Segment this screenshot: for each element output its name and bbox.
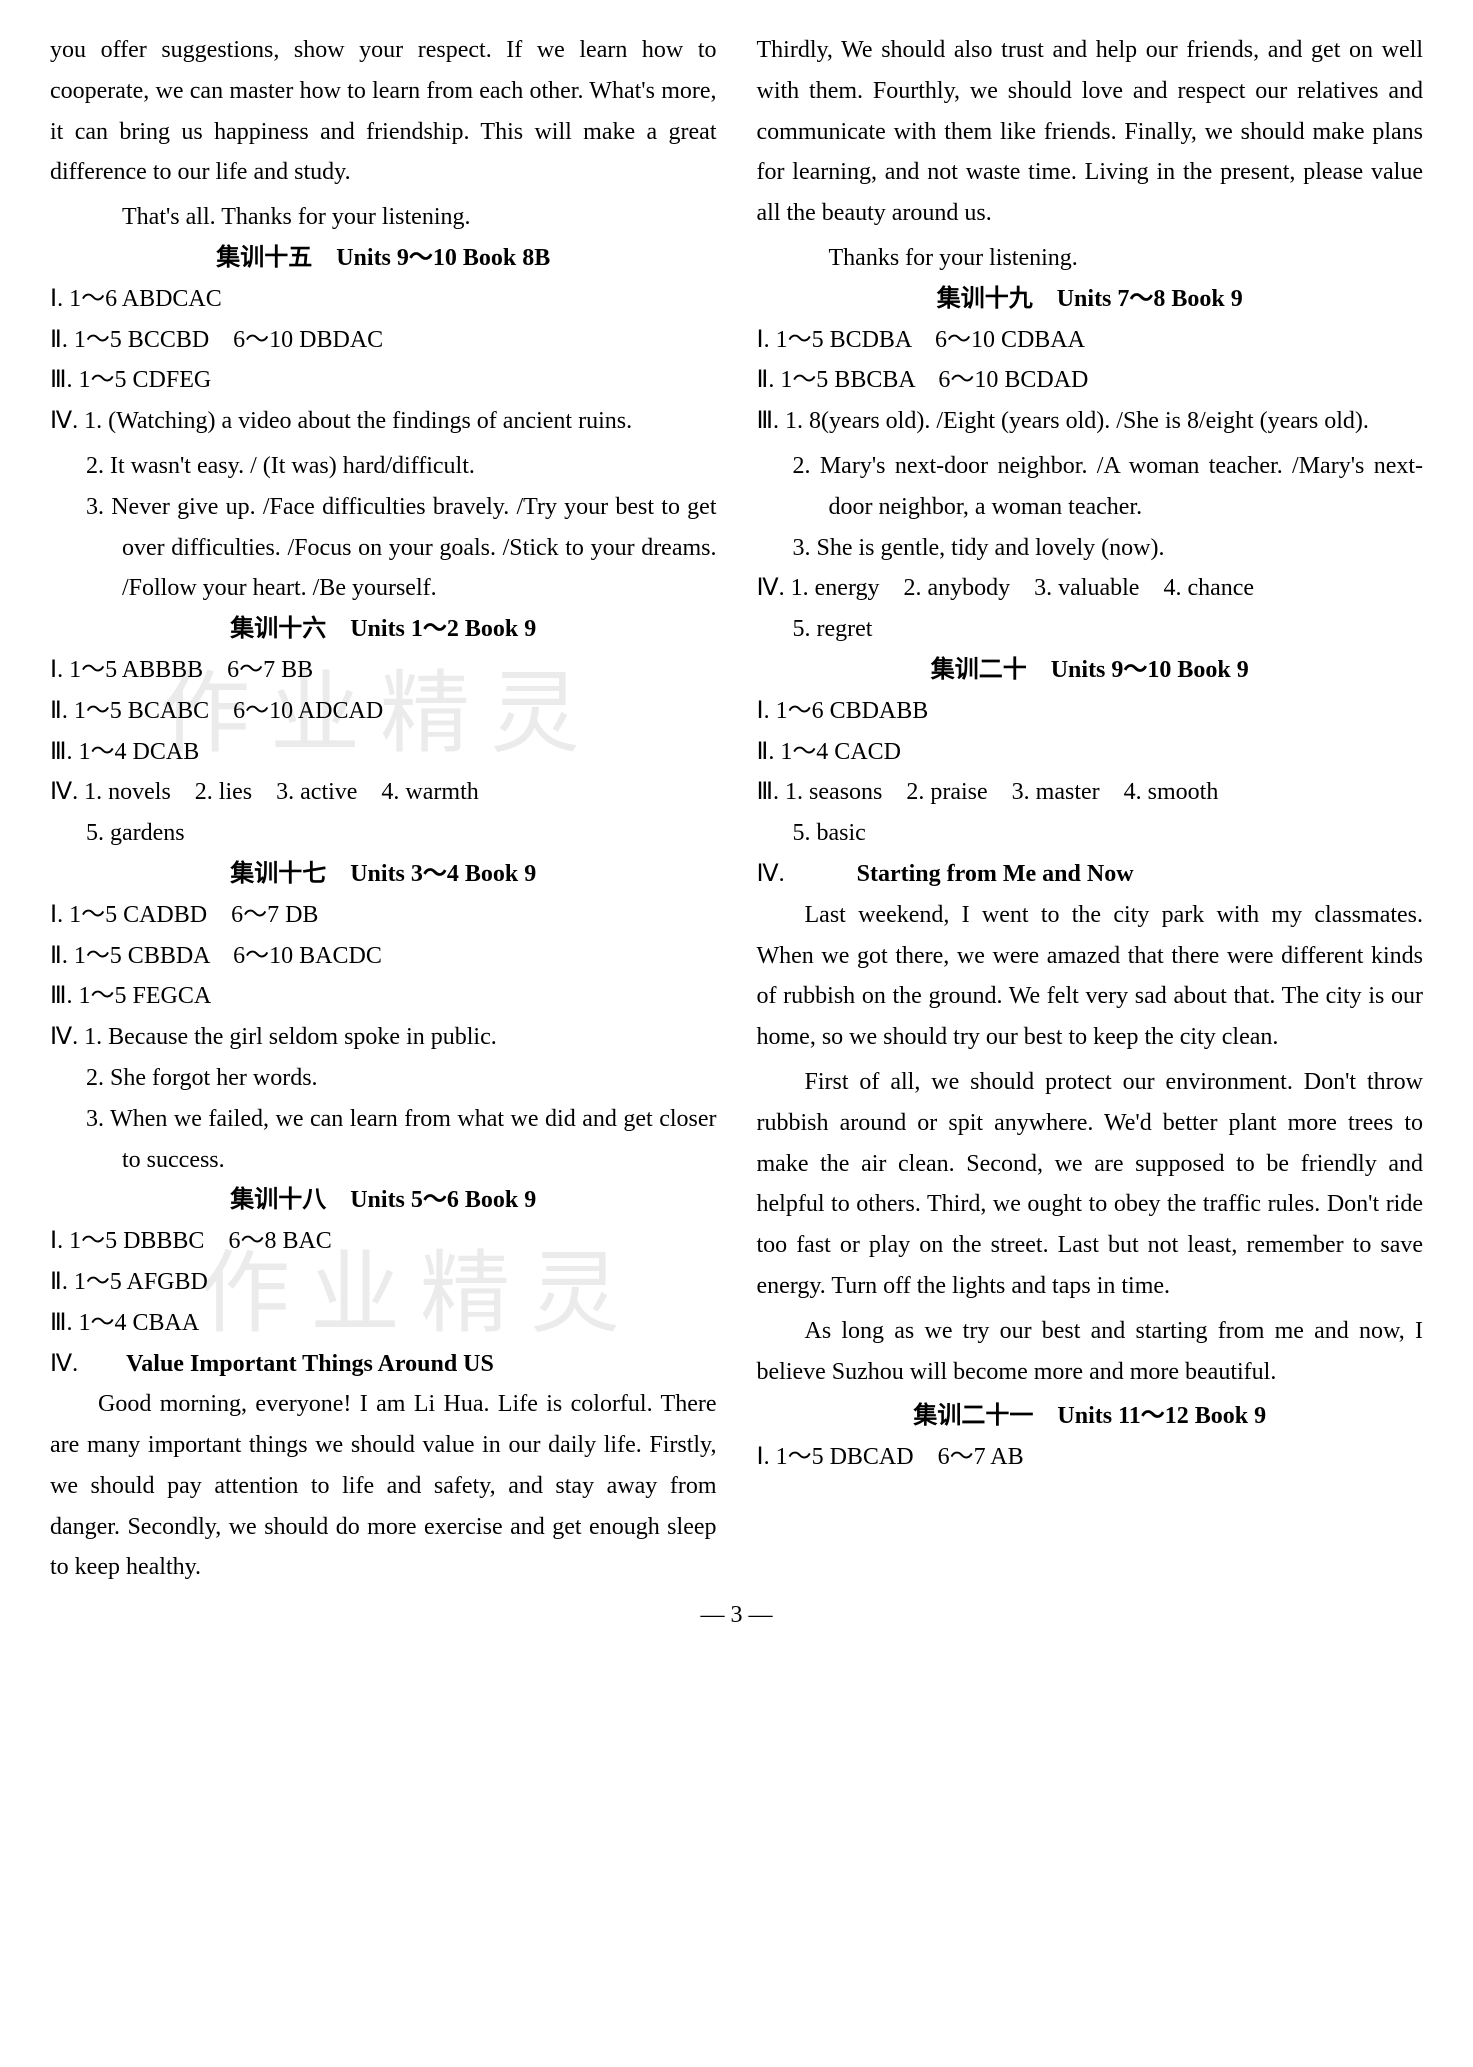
answer-line: Ⅱ. 1～5 CBBDA 6～10 BACDC <box>50 936 717 977</box>
answer-line: Ⅰ. 1～5 BCDBA 6～10 CDBAA <box>757 320 1424 361</box>
left-column: you offer suggestions, show your respect… <box>50 30 717 1592</box>
section-21-heading: 集训二十一 Units 11～12 Book 9 <box>757 1396 1424 1437</box>
essay-paragraph: As long as we try our best and starting … <box>757 1311 1424 1393</box>
answer-line: 5. regret <box>757 609 1424 650</box>
answer-line: Ⅲ. 1～5 FEGCA <box>50 976 717 1017</box>
right-column: Thirdly, We should also trust and help o… <box>757 30 1424 1592</box>
answer-line: 2. It wasn't easy. / (It was) hard/diffi… <box>50 446 717 487</box>
continuation-paragraph: Thirdly, We should also trust and help o… <box>757 30 1424 234</box>
answer-line: Ⅲ. 1～4 CBAA <box>50 1303 717 1344</box>
answer-line: Ⅱ. 1～5 BBCBA 6～10 BCDAD <box>757 360 1424 401</box>
answer-line: Ⅲ. 1～4 DCAB <box>50 732 717 773</box>
essay-lead: Ⅳ. Starting from Me and Now <box>757 854 1424 895</box>
answer-line: Ⅰ. 1～5 DBBBC 6～8 BAC <box>50 1221 717 1262</box>
answer-line: 3. She is gentle, tidy and lovely (now). <box>757 528 1424 569</box>
section-20-heading: 集训二十 Units 9～10 Book 9 <box>757 650 1424 691</box>
answer-line: Ⅱ. 1～5 AFGBD <box>50 1262 717 1303</box>
essay-title: Value Important Things Around US <box>126 1351 494 1377</box>
essay-paragraph: Last weekend, I went to the city park wi… <box>757 895 1424 1058</box>
essay-paragraph: First of all, we should protect our envi… <box>757 1062 1424 1307</box>
answer-line: Ⅱ. 1～4 CACD <box>757 732 1424 773</box>
answer-line: 5. gardens <box>50 813 717 854</box>
answer-line: 3. Never give up. /Face difficulties bra… <box>50 487 717 609</box>
essay-title: Starting from Me and Now <box>857 861 1134 887</box>
answer-line: Ⅲ. 1. seasons 2. praise 3. master 4. smo… <box>757 772 1424 813</box>
answer-line: Ⅳ. 1. (Watching) a video about the findi… <box>50 401 717 442</box>
section-15-heading: 集训十五 Units 9～10 Book 8B <box>50 238 717 279</box>
answer-line: Ⅲ. 1. 8(years old). /Eight (years old). … <box>757 401 1424 442</box>
answer-line: Ⅱ. 1～5 BCCBD 6～10 DBDAC <box>50 320 717 361</box>
section-18-heading: 集训十八 Units 5～6 Book 9 <box>50 1180 717 1221</box>
intro-paragraph: you offer suggestions, show your respect… <box>50 30 717 193</box>
essay-lead: Ⅳ. Value Important Things Around US <box>50 1344 717 1385</box>
answer-line: Ⅰ. 1～6 ABDCAC <box>50 279 717 320</box>
answer-line: 5. basic <box>757 813 1424 854</box>
closing-line: Thanks for your listening. <box>757 238 1424 279</box>
section-16-heading: 集训十六 Units 1～2 Book 9 <box>50 609 717 650</box>
section-19-heading: 集训十九 Units 7～8 Book 9 <box>757 279 1424 320</box>
answer-line: Ⅰ. 1～6 CBDABB <box>757 691 1424 732</box>
answer-line: Ⅰ. 1～5 CADBD 6～7 DB <box>50 895 717 936</box>
page-number: — 3 — <box>50 1602 1423 1629</box>
content-columns: you offer suggestions, show your respect… <box>50 30 1423 1592</box>
essay-paragraph: Good morning, everyone! I am Li Hua. Lif… <box>50 1384 717 1588</box>
answer-line: Ⅰ. 1～5 DBCAD 6～7 AB <box>757 1437 1424 1478</box>
section-17-heading: 集训十七 Units 3～4 Book 9 <box>50 854 717 895</box>
answer-line: Ⅳ. 1. novels 2. lies 3. active 4. warmth <box>50 772 717 813</box>
answer-line: Ⅱ. 1～5 BCABC 6～10 ADCAD <box>50 691 717 732</box>
answer-line: Ⅰ. 1～5 ABBBB 6～7 BB <box>50 650 717 691</box>
closing-line: That's all. Thanks for your listening. <box>50 197 717 238</box>
answer-line: Ⅳ. 1. Because the girl seldom spoke in p… <box>50 1017 717 1058</box>
answer-line: 3. When we failed, we can learn from wha… <box>50 1099 717 1181</box>
answer-line: 2. Mary's next-door neighbor. /A woman t… <box>757 446 1424 528</box>
answer-line: Ⅳ. 1. energy 2. anybody 3. valuable 4. c… <box>757 568 1424 609</box>
answer-line: Ⅲ. 1～5 CDFEG <box>50 360 717 401</box>
answer-line: 2. She forgot her words. <box>50 1058 717 1099</box>
